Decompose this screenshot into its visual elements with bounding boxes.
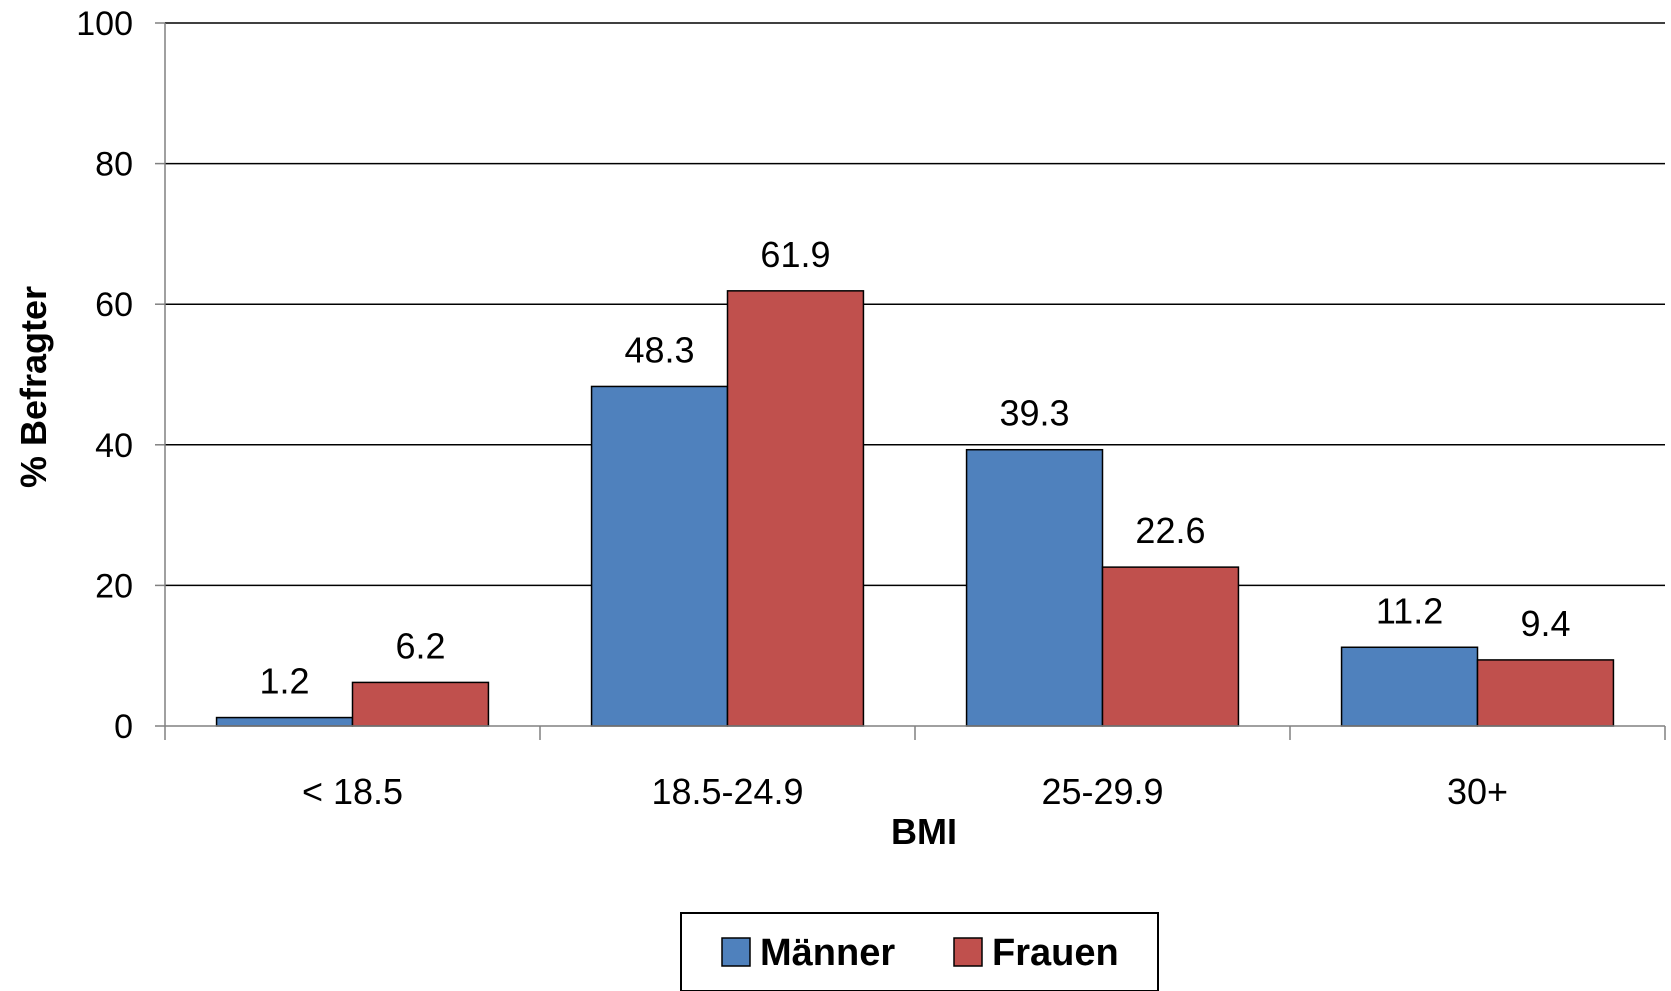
bar — [590, 385, 729, 727]
y-tick-label: 80 — [95, 146, 133, 184]
y-tick-label: 60 — [95, 286, 133, 324]
legend-label-frauen: Frauen — [992, 932, 1119, 974]
x-tick-label: < 18.5 — [302, 771, 403, 812]
bar — [1340, 646, 1479, 727]
bars — [215, 290, 1615, 727]
data-label: 9.4 — [1520, 603, 1570, 644]
legend-box — [680, 912, 1159, 991]
data-label: 22.6 — [1135, 510, 1205, 551]
legend-label-maenner: Männer — [760, 932, 895, 974]
x-tick-label: 30+ — [1447, 771, 1508, 812]
data-label: 11.2 — [1376, 590, 1443, 631]
bar — [1101, 566, 1240, 727]
y-tick-labels: 0 20 40 60 80 100 — [76, 5, 133, 746]
y-tick-label: 100 — [76, 5, 133, 43]
legend-swatch-maenner — [721, 937, 751, 967]
bar — [351, 681, 490, 727]
y-axis-title: % Befragter — [13, 286, 54, 488]
gridlines — [165, 22, 1665, 587]
bar — [726, 290, 865, 727]
data-label: 48.3 — [624, 329, 694, 370]
x-tick-label: 25-29.9 — [1041, 771, 1163, 812]
bar — [1476, 659, 1615, 727]
y-tick-label: 40 — [95, 427, 133, 465]
x-axis-title: BMI — [891, 811, 957, 852]
data-label: 1.2 — [260, 661, 310, 702]
legend: Männer Frauen — [680, 912, 1159, 991]
data-labels: 1.2 6.2 48.3 61.9 39.3 22.6 11.2 9.4 — [260, 234, 1571, 702]
legend-swatch-frauen — [953, 937, 983, 967]
axes — [155, 22, 1666, 740]
y-tick-label: 20 — [95, 567, 133, 605]
x-tick-labels: < 18.5 18.5-24.9 25-29.9 30+ — [302, 771, 1508, 812]
data-label: 6.2 — [395, 625, 445, 666]
data-label: 39.3 — [999, 393, 1069, 434]
data-label: 61.9 — [760, 234, 830, 275]
x-tick-label: 18.5-24.9 — [651, 771, 803, 812]
bar — [965, 448, 1104, 727]
y-tick-label: 0 — [114, 708, 133, 746]
bar — [215, 716, 354, 727]
